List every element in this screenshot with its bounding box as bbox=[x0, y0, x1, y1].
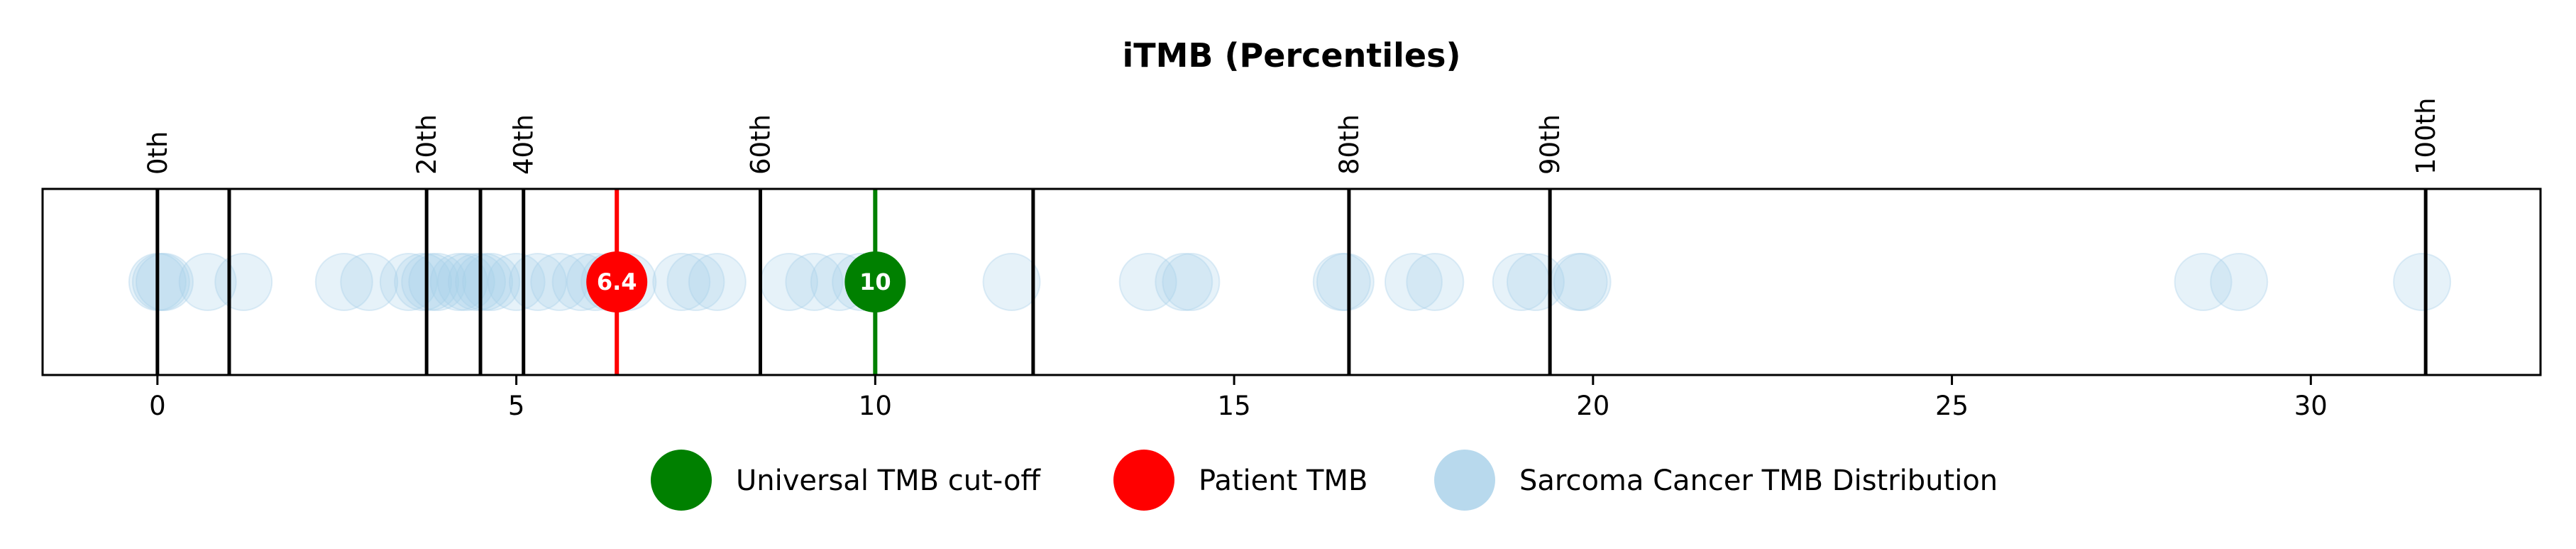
percentile-label: 20th bbox=[412, 114, 442, 175]
distribution-point bbox=[401, 253, 460, 311]
distribution-point bbox=[652, 253, 711, 311]
distribution-point bbox=[340, 253, 399, 311]
distribution-point bbox=[379, 253, 438, 311]
distribution-point bbox=[314, 253, 373, 311]
distribution-point bbox=[688, 253, 747, 311]
plot-area: 6.4 10 bbox=[128, 189, 2452, 375]
percentile-label: 80th bbox=[1334, 114, 1365, 175]
x-tick-label: 20 bbox=[1576, 391, 1609, 421]
percentile-label: 0th bbox=[143, 131, 173, 175]
distribution-point bbox=[1406, 253, 1465, 311]
patient-tmb-marker-label: 6.4 bbox=[597, 268, 637, 295]
legend-marker bbox=[1113, 450, 1174, 511]
distribution-point bbox=[1162, 253, 1221, 311]
percentile-label: 90th bbox=[1535, 114, 1565, 175]
distribution-point bbox=[429, 253, 488, 311]
chart-title: iTMB (Percentiles) bbox=[1123, 36, 1461, 75]
distribution-point bbox=[135, 253, 194, 311]
distribution-point bbox=[214, 253, 273, 311]
distribution-point bbox=[447, 253, 506, 311]
distribution-point bbox=[1316, 253, 1375, 311]
x-tick-label: 25 bbox=[1935, 391, 1969, 421]
x-tick-label: 5 bbox=[508, 391, 525, 421]
x-tick-label: 15 bbox=[1218, 391, 1251, 421]
distribution-point bbox=[1118, 253, 1177, 311]
legend-label: Sarcoma Cancer TMB Distribution bbox=[1519, 464, 1998, 497]
distribution-point bbox=[1384, 253, 1443, 311]
distribution-point bbox=[2393, 253, 2452, 311]
distribution-point bbox=[982, 253, 1041, 311]
distribution-point bbox=[666, 253, 725, 311]
distribution-point bbox=[2210, 253, 2269, 311]
patient-tmb-marker bbox=[586, 251, 648, 312]
legend: Universal TMB cut-off Patient TMB Sarcoma … bbox=[651, 450, 1998, 511]
legend-marker bbox=[1434, 450, 1495, 511]
percentile-label: 100th bbox=[2411, 97, 2441, 175]
cutoff-marker bbox=[844, 251, 906, 312]
percentile-label: 40th bbox=[509, 114, 539, 175]
x-axis: 0th 20th 40th 60th 80th 90th 100th 0 5 10 15 20 25 30 bbox=[143, 97, 2441, 421]
distribution-point bbox=[178, 253, 237, 311]
plot-frame bbox=[41, 187, 2542, 376]
legend-label: Patient TMB bbox=[1199, 464, 1367, 497]
percentile-label: 60th bbox=[745, 114, 776, 175]
distribution-point bbox=[1553, 253, 1612, 311]
x-tick-label: 30 bbox=[2294, 391, 2328, 421]
legend-label: Universal TMB cut-off bbox=[736, 464, 1041, 497]
distribution-point bbox=[394, 253, 453, 311]
distribution-point bbox=[2174, 253, 2233, 311]
distribution-point bbox=[1155, 253, 1213, 311]
distribution-point bbox=[1312, 253, 1371, 311]
distribution-point bbox=[455, 253, 514, 311]
distribution-point bbox=[462, 253, 521, 311]
x-tick-label: 10 bbox=[859, 391, 892, 421]
cutoff-marker-label: 10 bbox=[859, 268, 891, 295]
distribution-point bbox=[785, 253, 844, 311]
distribution-point bbox=[487, 253, 546, 311]
legend-marker bbox=[651, 450, 712, 511]
distribution-point bbox=[131, 253, 190, 311]
x-tick-label: 0 bbox=[149, 391, 166, 421]
distribution-point bbox=[408, 253, 467, 311]
